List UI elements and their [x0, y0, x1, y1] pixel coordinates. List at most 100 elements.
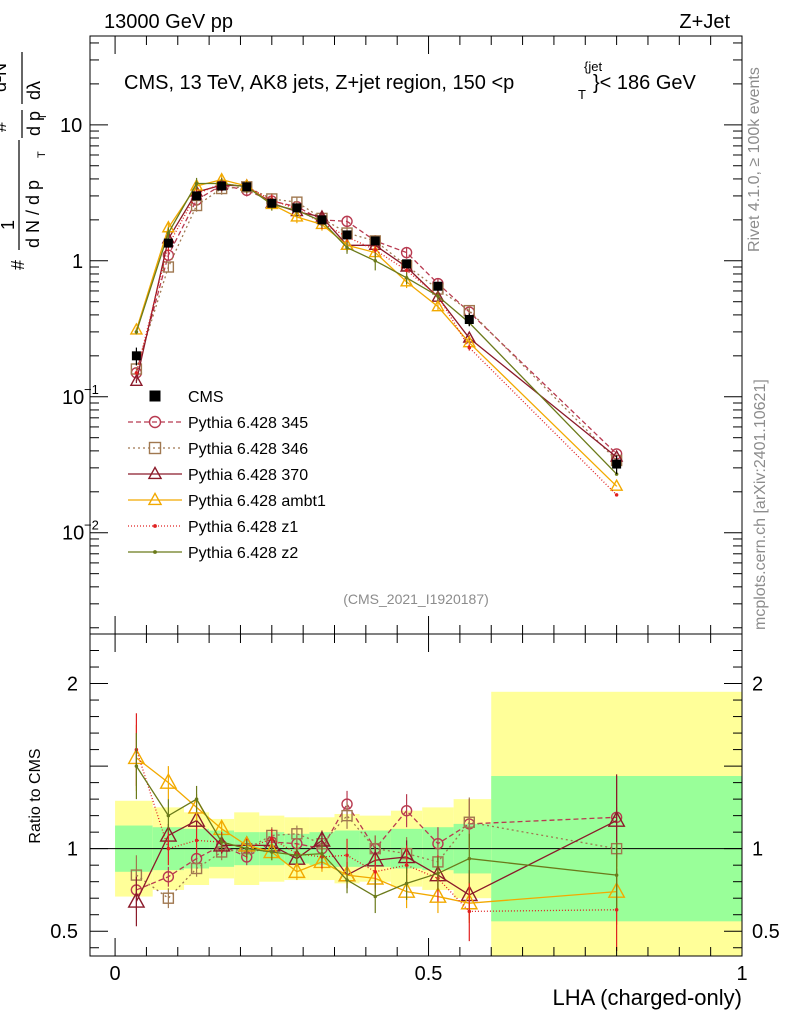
ratio-marker — [320, 851, 324, 856]
ratio-ytick-label-right: 0.5 — [752, 921, 780, 943]
chart-title-subscript: T — [578, 87, 586, 102]
ratio-marker — [127, 891, 146, 908]
ratio-ytick-label: 1 — [67, 839, 78, 861]
ratio-marker — [614, 908, 619, 912]
main-ylabel: # 1 d N / d p T # d p T d²N dλ — [0, 52, 49, 270]
ratio-marker — [463, 816, 475, 828]
ratio-series-line — [135, 749, 617, 913]
series-marker — [341, 215, 353, 228]
ratio-marker — [187, 810, 206, 827]
ratio-marker — [288, 861, 306, 879]
ratio-series-line — [135, 757, 617, 904]
series-marker — [431, 299, 445, 312]
ratio-ytick-label: 0.5 — [50, 921, 78, 943]
main-ytick-label: 10 — [60, 115, 82, 137]
ratio-marker — [190, 862, 203, 875]
ylabel-hash: # — [8, 260, 28, 270]
legend-marker — [153, 550, 157, 554]
legend-label: Pythia 6.428 346 — [188, 441, 308, 458]
legend-label: Pythia 6.428 345 — [188, 415, 308, 432]
series-marker — [134, 371, 139, 375]
legend-marker — [148, 441, 162, 455]
legend-label: Pythia 6.428 ambt1 — [188, 493, 326, 510]
series-line — [135, 182, 618, 475]
series-marker — [400, 246, 413, 259]
ratio-xtick-label: 1 — [736, 963, 747, 985]
legend-label: CMS — [188, 389, 224, 406]
main-ytick-label: 1 — [72, 251, 83, 273]
data-point — [217, 181, 227, 191]
series-marker — [162, 261, 175, 273]
ratio-marker — [345, 878, 349, 882]
series-marker — [467, 345, 472, 350]
ratio-marker — [270, 850, 274, 854]
series-marker — [190, 199, 203, 212]
ratio-series-line — [135, 765, 617, 898]
ratio-marker — [607, 810, 626, 827]
ylabel-dN: d N / d p — [23, 180, 43, 248]
ratio-ytick-label-right: 2 — [752, 674, 763, 696]
x-axis-label: LHA (charged-only) — [552, 985, 742, 1010]
ratio-marker — [404, 881, 409, 886]
ratio-marker — [373, 894, 377, 899]
analysis-id: (CMS_2021_I1920187) — [343, 591, 489, 607]
ratio-marker — [166, 846, 171, 851]
ylabel-d2N: d²N — [0, 63, 10, 92]
series-line — [135, 179, 618, 487]
legend-marker — [148, 415, 162, 429]
data-point — [242, 182, 252, 192]
ratio-marker — [404, 863, 409, 867]
ratio-xtick-label: 0 — [110, 963, 121, 985]
ratio-ylabel: Ratio to CMS — [27, 748, 44, 843]
ratio-marker — [467, 856, 472, 861]
legend-marker — [147, 491, 163, 506]
ratio-series-layer — [127, 713, 626, 952]
ratio-plot-panel: 0.5 0.51 12 20 0.5 1 Ratio to CMS LHA (charge… — [27, 633, 780, 1010]
series-marker — [373, 259, 377, 263]
legend-marker — [149, 390, 161, 402]
data-point — [292, 203, 302, 213]
main-ytick-label-exponent: −2 — [84, 518, 99, 533]
process-label: Z+Jet — [679, 11, 730, 33]
data-point — [342, 230, 352, 240]
ratio-marker — [162, 871, 175, 883]
ratio-marker — [219, 840, 224, 844]
ratio-marker — [244, 846, 249, 851]
series-marker — [345, 245, 349, 250]
legend-marker — [147, 465, 163, 480]
ratio-bands — [90, 691, 742, 956]
chart-title-superscript: {jet — [584, 59, 602, 74]
ratio-marker — [614, 873, 619, 877]
series-marker — [404, 268, 409, 273]
ylabel-one: 1 — [0, 220, 18, 230]
ratio-marker — [134, 764, 139, 768]
main-ytick-label-exponent: −1 — [84, 382, 99, 397]
data-point — [131, 351, 141, 361]
ratio-marker — [194, 838, 199, 843]
ratio-marker — [429, 886, 447, 903]
series-marker — [166, 231, 171, 235]
ylabel-dlambda: dλ — [24, 81, 44, 100]
data-point — [317, 215, 327, 225]
series-marker — [373, 248, 377, 252]
rivet-label: Rivet 4.1.0, ≥ 100k events — [746, 67, 763, 252]
ratio-marker — [400, 804, 413, 817]
ylabel-hash2: # — [0, 122, 10, 132]
series-marker — [399, 274, 414, 287]
ratio-marker — [166, 813, 171, 818]
ratio-marker — [159, 772, 178, 789]
data-point — [163, 238, 173, 248]
ratio-marker — [341, 809, 353, 822]
ylabel-T: T — [36, 151, 48, 158]
series-marker — [290, 209, 304, 222]
ratio-ytick-label: 2 — [67, 674, 78, 696]
data-point — [612, 459, 622, 469]
ratio-xtick-label: 0.5 — [415, 963, 443, 985]
ratio-series-pythia-6-428-z2 — [134, 733, 619, 914]
ratio-frame — [89, 633, 743, 957]
main-series-layer — [129, 172, 624, 497]
series-marker — [436, 294, 440, 298]
